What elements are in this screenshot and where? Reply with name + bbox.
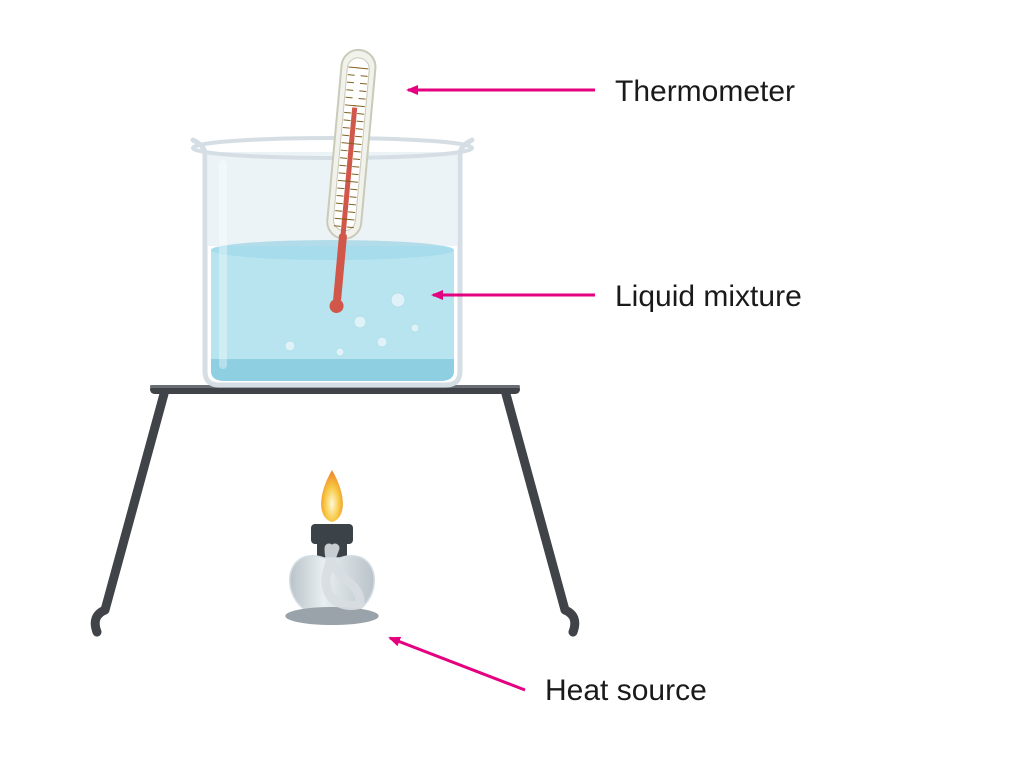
bubble (411, 324, 419, 332)
burner-cap (311, 524, 353, 544)
bubble (336, 348, 344, 356)
bubble (391, 293, 405, 307)
diagram-stage: Thermometer Liquid mixture Heat source (0, 0, 1024, 768)
label-heat-source: Heat source (545, 674, 707, 708)
flame-icon (321, 470, 343, 522)
bubble (285, 341, 295, 351)
label-liquid-mixture: Liquid mixture (615, 280, 802, 314)
bubble (377, 337, 387, 347)
stand-left-leg (105, 394, 164, 610)
stand-right-leg (506, 394, 565, 610)
label-thermometer: Thermometer (615, 75, 795, 109)
bubble (354, 316, 366, 328)
arrow-heat (390, 638, 525, 690)
diagram-svg (0, 0, 1024, 768)
